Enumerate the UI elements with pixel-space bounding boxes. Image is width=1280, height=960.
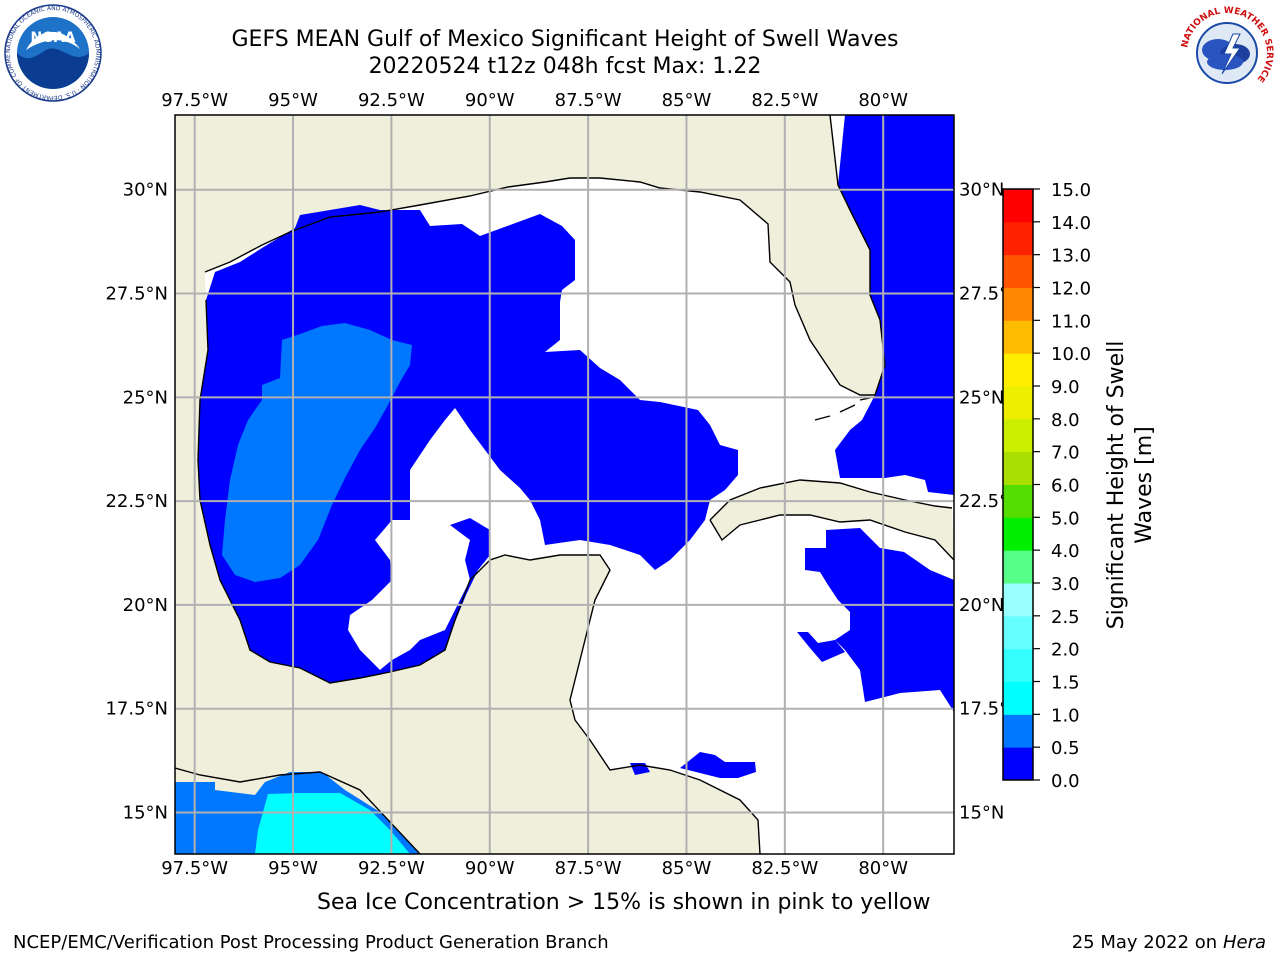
colorbar-tick-label: 1.0 — [1051, 705, 1080, 726]
colorbar-swatch — [1003, 418, 1033, 453]
colorbar-swatch — [1003, 320, 1033, 354]
colorbar-tick-label: 14.0 — [1051, 213, 1091, 234]
colorbar-swatch — [1003, 287, 1033, 321]
swell-band-0.5-1.0 — [222, 323, 412, 582]
colorbar-tick-label: 0.5 — [1051, 738, 1080, 759]
colorbar-tick-label: 13.0 — [1051, 246, 1091, 267]
colorbar-swatch — [1003, 189, 1033, 223]
swell-band-0-0.5-caribbean — [630, 528, 954, 778]
colorbar-swatch — [1003, 517, 1033, 551]
lon-label: 90°W — [465, 90, 515, 111]
coastline-cuba — [709, 479, 954, 561]
lat-label: 15°N — [123, 802, 168, 823]
colorbar-swatch — [1003, 451, 1033, 485]
coastline-pacific — [175, 767, 421, 854]
coastline-gulf — [204, 115, 886, 396]
map-frame — [174, 114, 955, 855]
colorbar-tick-label: 4.0 — [1051, 541, 1080, 562]
colorbar-swatch — [1003, 254, 1033, 288]
footer-date: 25 May 2022 on Hera — [1072, 932, 1266, 953]
colorbar-tick-label: 5.0 — [1051, 508, 1080, 529]
lon-label: 97.5°W — [161, 858, 228, 879]
colorbar-swatch — [1003, 714, 1033, 748]
colorbar-tick-label: 11.0 — [1051, 311, 1091, 332]
colorbar-swatch — [1003, 681, 1033, 715]
colorbar: 0.0 0.5 1.0 1.5 2.0 2.5 3.0 4.0 5.0 6.0 7.0 8.0 9.0 1… — [1002, 180, 1091, 792]
lat-label: 30°N — [959, 180, 1004, 201]
lon-label: 92.5°W — [358, 90, 425, 111]
colorbar-tick-label: 0.0 — [1051, 771, 1080, 792]
lon-label: 85°W — [662, 858, 712, 879]
lon-label: 82.5°W — [751, 858, 818, 879]
lat-label: 17.5°N — [105, 699, 168, 720]
lon-label: 90°W — [465, 858, 515, 879]
colorbar-tick-label: 2.0 — [1051, 640, 1080, 661]
colorbar-swatch — [1003, 386, 1033, 420]
lat-labels-left: 30°N 27.5°N 25°N 22.5°N 20°N 17.5°N 15°N — [105, 180, 168, 824]
lon-label: 87.5°W — [555, 90, 622, 111]
map-grid — [175, 115, 954, 854]
footer-host: Hera — [1222, 932, 1266, 953]
lat-label: 25°N — [123, 387, 168, 408]
lat-label: 20°N — [123, 595, 168, 616]
colorbar-tick-label: 3.0 — [1051, 574, 1080, 595]
colorbar-tick-label: 12.0 — [1051, 279, 1091, 300]
lon-labels-bottom: 97.5°W 95°W 92.5°W 90°W 87.5°W 85°W 82.5°W 80°W — [161, 858, 908, 879]
nws-logo: NATIONAL WEATHER SERVICE — [1179, 5, 1275, 101]
lat-label: 20°N — [959, 595, 1004, 616]
colorbar-swatch — [1003, 615, 1033, 650]
lon-label: 95°W — [268, 90, 318, 111]
lon-label: 85°W — [662, 90, 712, 111]
map-area — [175, 115, 954, 854]
swell-band-0-0.5-atlantic — [835, 115, 954, 495]
lat-label: 25°N — [959, 387, 1004, 408]
colorbar-label-line2: Waves [m] — [1132, 426, 1157, 543]
lon-label: 92.5°W — [358, 858, 425, 879]
swell-band-0-0.5 — [198, 205, 738, 683]
colorbar-swatch — [1003, 484, 1033, 518]
lon-label: 95°W — [268, 858, 318, 879]
colorbar-tick-label: 1.5 — [1051, 673, 1080, 694]
noaa-logo: NATIONAL OCEANIC AND ATMOSPHERIC ADMINIS… — [4, 4, 102, 102]
sea-ice-caption: Sea Ice Concentration > 15% is shown in … — [317, 890, 931, 915]
colorbar-swatch — [1003, 221, 1033, 256]
lon-label: 87.5°W — [555, 858, 622, 879]
lat-label: 30°N — [123, 180, 168, 201]
colorbar-swatch — [1003, 353, 1033, 387]
lat-label: 15°N — [959, 802, 1004, 823]
chart-subtitle: 20220524 t12z 048h fcst Max: 1.22 — [368, 54, 762, 79]
colorbar-tick-label: 9.0 — [1051, 377, 1080, 398]
colorbar-swatch — [1003, 583, 1033, 617]
colorbar-swatch — [1003, 550, 1033, 584]
colorbar-swatch — [1003, 648, 1033, 682]
lat-label: 27.5°N — [105, 284, 168, 305]
colorbar-tick-label: 10.0 — [1051, 344, 1091, 365]
colorbar-tick-label: 2.5 — [1051, 607, 1080, 628]
colorbar-swatch — [1003, 747, 1033, 781]
lon-label: 80°W — [858, 90, 908, 111]
lon-label: 80°W — [858, 858, 908, 879]
colorbar-tick-label: 6.0 — [1051, 476, 1080, 497]
lon-label: 82.5°W — [751, 90, 818, 111]
colorbar-tick-label: 8.0 — [1051, 410, 1080, 431]
noaa-logo-text: NOAA — [31, 30, 76, 46]
lon-labels-top: 97.5°W 95°W 92.5°W 90°W 87.5°W 85°W 82.5°W 80°W — [161, 90, 908, 111]
chart-title: GEFS MEAN Gulf of Mexico Significant Hei… — [231, 27, 899, 52]
lon-label: 97.5°W — [161, 90, 228, 111]
lat-label: 22.5°N — [105, 491, 168, 512]
colorbar-tick-label: 15.0 — [1051, 180, 1091, 201]
colorbar-tick-label: 7.0 — [1051, 443, 1080, 464]
footer-credit: NCEP/EMC/Verification Post Processing Pr… — [13, 932, 609, 953]
colorbar-label-line1: Significant Height of Swell — [1104, 341, 1129, 630]
footer-date-text: 25 May 2022 on — [1071, 932, 1218, 953]
florida-keys — [814, 397, 871, 421]
